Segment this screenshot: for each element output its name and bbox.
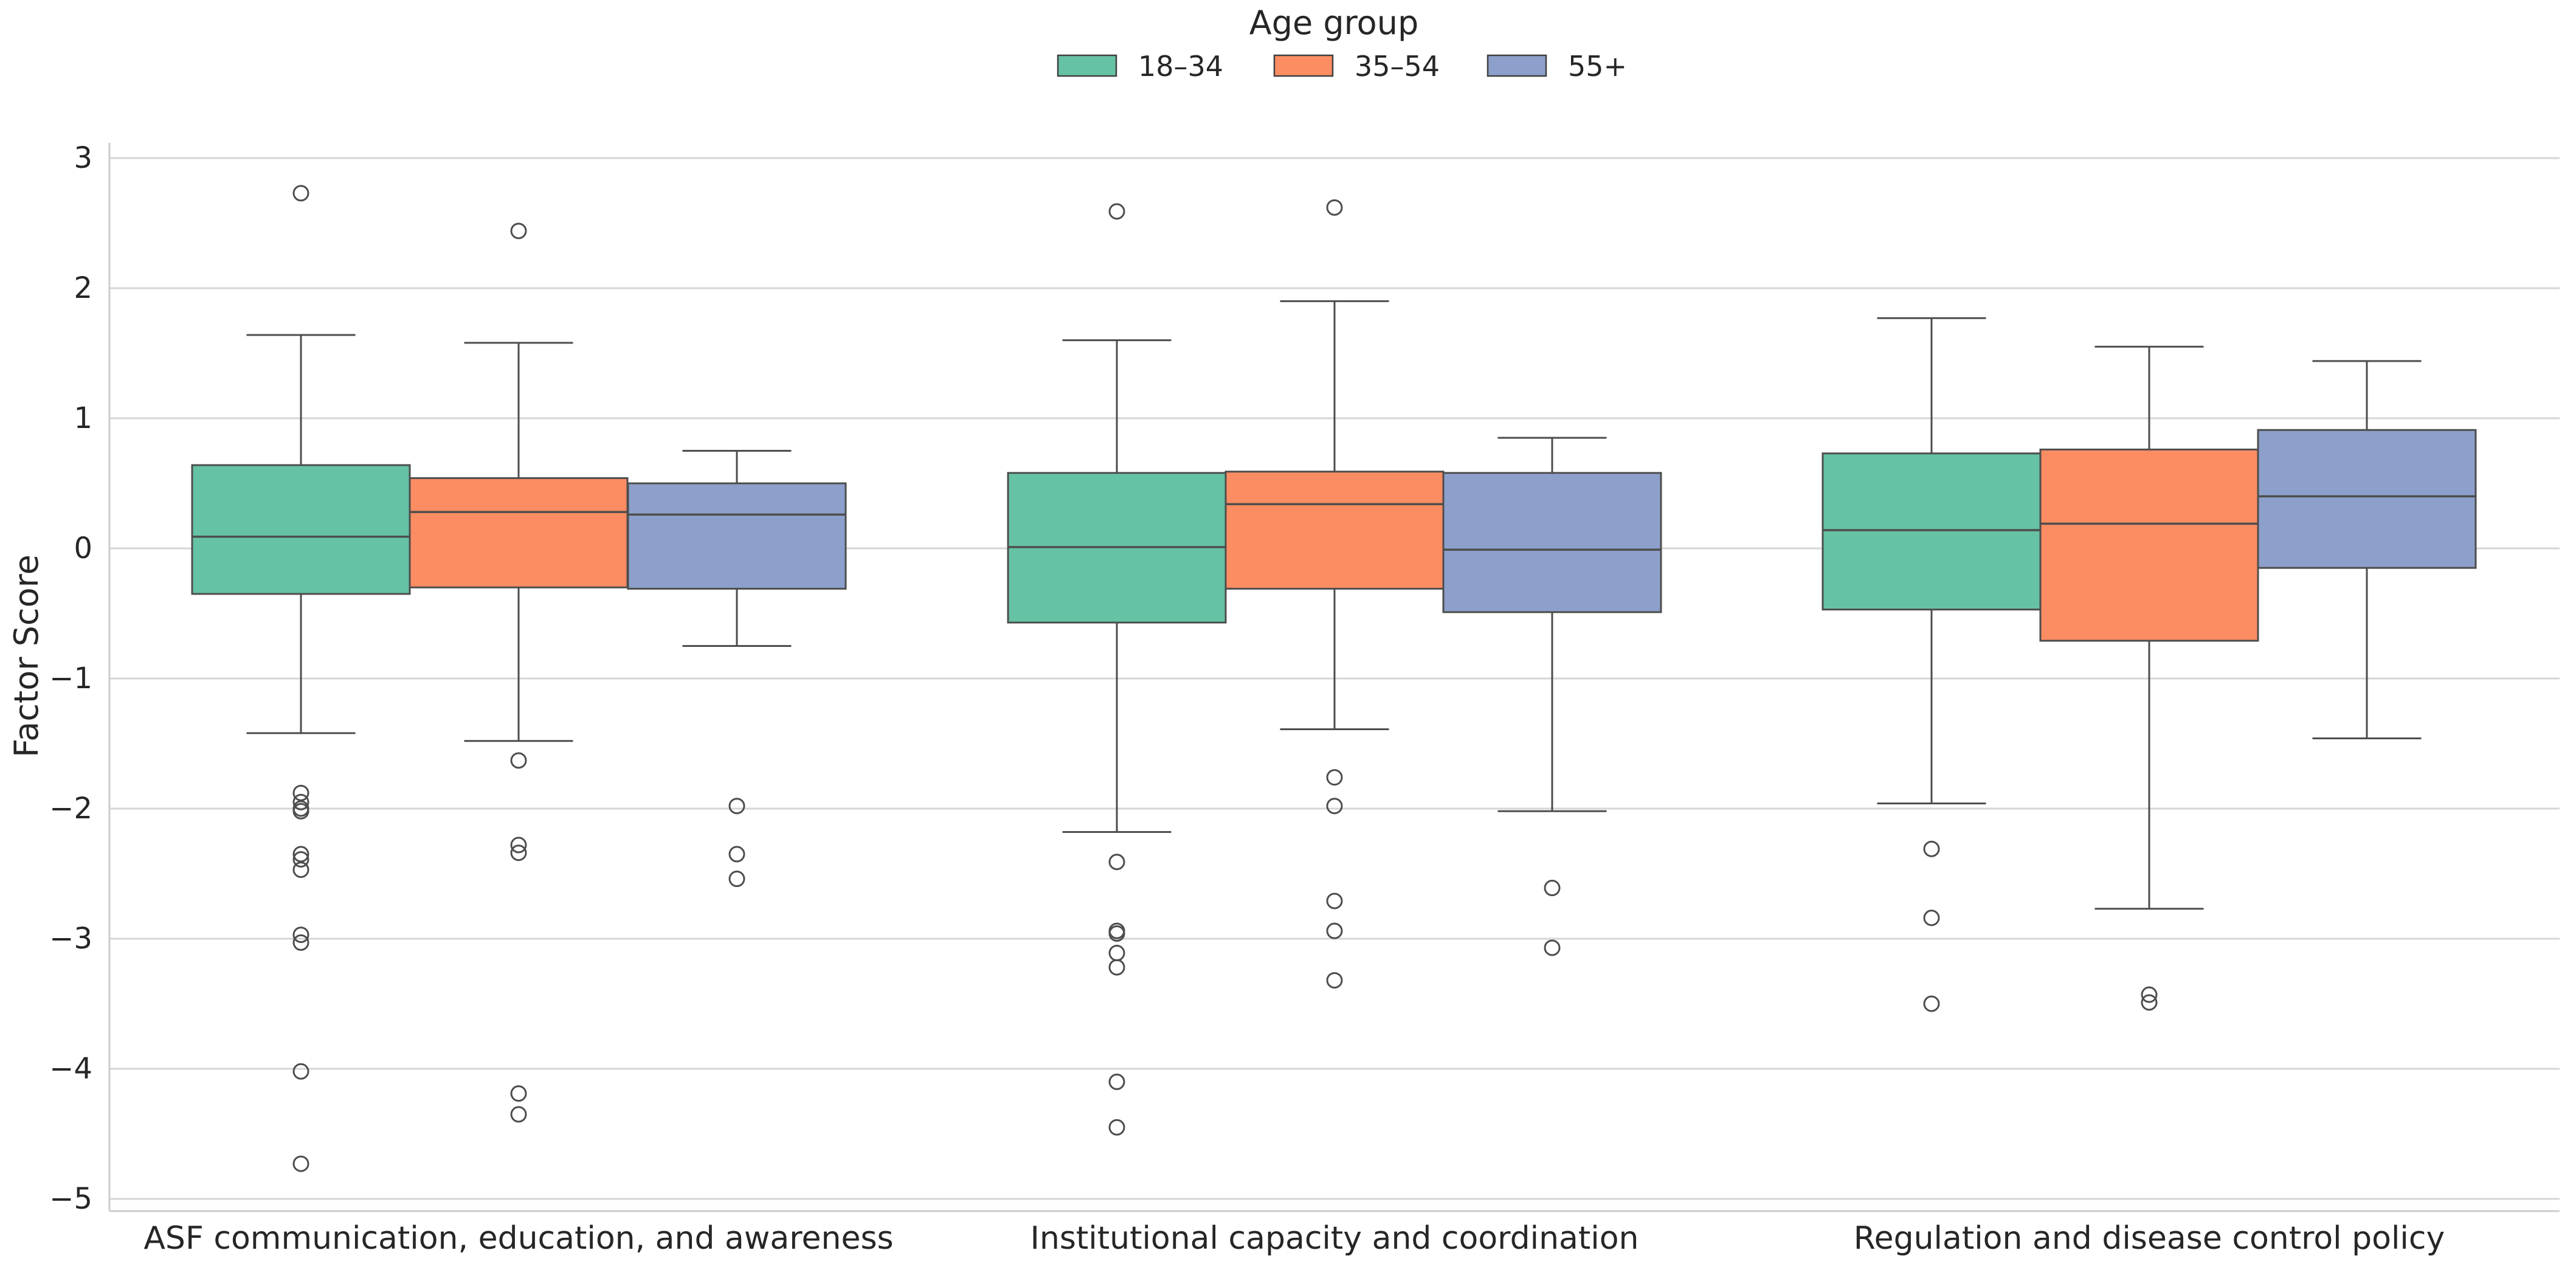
- outlier-point: [292, 851, 309, 868]
- outlier-point: [1108, 1119, 1125, 1136]
- legend-item: 35–54: [1273, 50, 1440, 83]
- outlier-point: [728, 798, 745, 815]
- legend-item: 55+: [1487, 50, 1627, 83]
- outlier-point: [510, 752, 527, 769]
- outlier-point: [292, 846, 309, 863]
- outlier-point: [1326, 199, 1343, 216]
- legend-label: 35–54: [1355, 50, 1440, 83]
- legend: Age group 18–34 35–54 55+: [1057, 4, 1627, 83]
- y-tick-label: 3: [74, 141, 92, 175]
- box-group: [2039, 345, 2259, 1011]
- box-plots: [191, 185, 2477, 1172]
- box-group: [1224, 199, 1445, 989]
- outlier-point: [292, 1063, 309, 1080]
- outlier-point: [1108, 959, 1125, 976]
- legend-swatch: [1057, 54, 1117, 77]
- outlier-point: [1326, 892, 1343, 910]
- y-tick-label: −4: [49, 1052, 92, 1086]
- outlier-point: [1923, 840, 1940, 857]
- x-tick-label: Institutional capacity and coordination: [1031, 1220, 1639, 1257]
- outlier-point: [728, 846, 745, 863]
- outlier-point: [292, 803, 309, 820]
- legend-item: 18–34: [1057, 50, 1223, 83]
- outlier-point: [510, 837, 527, 854]
- box-iqr: [1442, 472, 1662, 613]
- box-iqr: [191, 464, 411, 595]
- outlier-point: [292, 934, 309, 951]
- box-group: [1822, 317, 2042, 1012]
- box-iqr: [1822, 452, 2042, 611]
- box-group: [1007, 203, 1227, 1136]
- outlier-point: [292, 185, 309, 202]
- outlier-point: [292, 784, 309, 801]
- box-iqr: [2039, 448, 2259, 642]
- y-tick-labels: 3 2 1 0 −1 −2 −3 −4 −5: [49, 141, 92, 1216]
- x-tick-label: ASF communication, education, and awaren…: [143, 1220, 893, 1257]
- outlier-point: [1108, 854, 1125, 871]
- x-tick-label: Regulation and disease control policy: [1854, 1220, 2445, 1257]
- y-tick-label: 0: [74, 531, 92, 565]
- y-tick-label: −3: [49, 922, 92, 956]
- outlier-point: [510, 223, 527, 240]
- outlier-point: [1108, 925, 1125, 942]
- outlier-point: [2141, 986, 2158, 1003]
- box-iqr: [1224, 471, 1445, 590]
- y-tick-label: −1: [49, 661, 92, 696]
- outlier-point: [292, 861, 309, 879]
- y-tick-label: 2: [74, 271, 92, 305]
- outlier-point: [1544, 939, 1561, 956]
- outlier-point: [292, 793, 309, 810]
- outlier-point: [1108, 1073, 1125, 1090]
- legend-swatch: [1273, 54, 1334, 77]
- outlier-point: [1108, 203, 1125, 220]
- outlier-point: [292, 1155, 309, 1172]
- outlier-point: [1326, 922, 1343, 939]
- outlier-point: [1923, 910, 1940, 927]
- y-axis-title: Factor Score: [7, 554, 46, 758]
- legend-swatch: [1487, 54, 1547, 77]
- outlier-point: [510, 1106, 527, 1123]
- outlier-point: [1326, 972, 1343, 989]
- outlier-point: [2141, 994, 2158, 1011]
- box-group: [627, 450, 847, 888]
- outlier-point: [728, 871, 745, 888]
- outlier-point: [1544, 880, 1561, 897]
- y-tick-label: −2: [49, 792, 92, 826]
- box-group: [2257, 360, 2477, 739]
- box-group: [409, 223, 629, 1123]
- legend-items: 18–34 35–54 55+: [1057, 50, 1627, 83]
- box-group: [191, 185, 411, 1172]
- legend-title: Age group: [1249, 4, 1418, 42]
- y-tick-label: −5: [49, 1182, 92, 1216]
- legend-label: 55+: [1568, 50, 1627, 83]
- outlier-point: [1326, 769, 1343, 786]
- legend-label: 18–34: [1138, 50, 1223, 83]
- box-iqr: [2257, 429, 2477, 569]
- x-tick-labels: ASF communication, education, and awaren…: [143, 1220, 2445, 1257]
- outlier-point: [1923, 995, 1940, 1012]
- y-tick-label: 1: [74, 401, 92, 435]
- outlier-point: [292, 927, 309, 944]
- box-iqr: [409, 477, 629, 589]
- outlier-point: [510, 844, 527, 861]
- outlier-point: [1326, 798, 1343, 815]
- box-iqr: [627, 482, 847, 590]
- box-group: [1442, 437, 1662, 956]
- outlier-point: [510, 1085, 527, 1102]
